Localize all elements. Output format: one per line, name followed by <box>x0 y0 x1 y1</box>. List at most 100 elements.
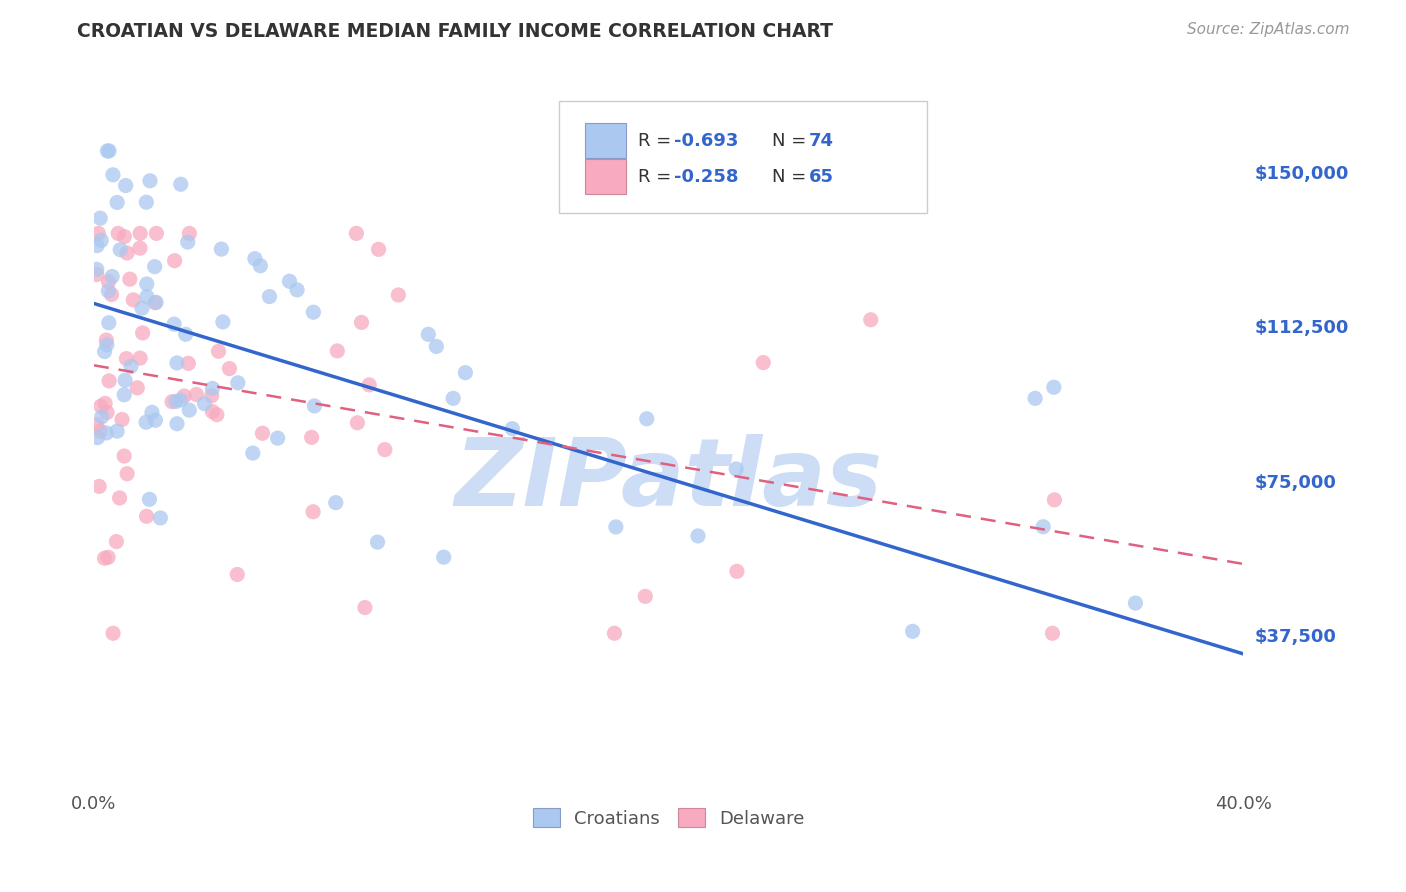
Point <box>344 227 367 241</box>
Point <box>93 551 115 566</box>
Point <box>101 269 124 284</box>
Point <box>131 301 153 315</box>
Point <box>96 333 118 347</box>
Point <box>259 289 281 303</box>
FancyBboxPatch shape <box>560 101 927 213</box>
Point <box>302 305 325 319</box>
Point <box>170 178 193 192</box>
Point <box>135 277 157 291</box>
Point <box>97 316 120 330</box>
Point <box>90 399 112 413</box>
Legend: Croatians, Delaware: Croatians, Delaware <box>526 801 813 835</box>
Point <box>94 396 117 410</box>
Point <box>170 392 193 407</box>
Point <box>115 351 138 366</box>
Point <box>325 495 347 509</box>
Point <box>86 262 108 277</box>
Point <box>163 317 186 331</box>
Point <box>129 351 152 365</box>
Point <box>285 283 308 297</box>
Point <box>97 284 120 298</box>
Point <box>107 227 129 241</box>
Point <box>1043 380 1066 394</box>
Point <box>97 550 120 565</box>
Text: ZIPatlas: ZIPatlas <box>454 434 883 525</box>
Point <box>636 412 658 426</box>
Point <box>100 287 122 301</box>
Point <box>218 361 240 376</box>
Point <box>135 415 157 429</box>
Point <box>96 425 118 440</box>
Point <box>114 178 136 193</box>
Point <box>454 366 477 380</box>
Point <box>186 387 208 401</box>
Point <box>177 356 200 370</box>
Point <box>101 626 124 640</box>
Point <box>212 315 235 329</box>
Point <box>1032 520 1054 534</box>
Point <box>441 392 464 406</box>
Point <box>105 534 128 549</box>
Point <box>201 404 224 418</box>
Point <box>145 227 167 241</box>
Text: R =: R = <box>637 168 676 186</box>
Point <box>266 431 288 445</box>
Point <box>901 624 924 639</box>
Point <box>725 565 748 579</box>
Point <box>207 344 229 359</box>
Point <box>143 295 166 310</box>
Point <box>193 397 215 411</box>
Point <box>105 195 128 210</box>
Point <box>138 492 160 507</box>
Point <box>243 252 266 266</box>
Point <box>86 431 108 445</box>
Point <box>139 174 162 188</box>
Point <box>105 424 128 438</box>
Point <box>98 144 121 158</box>
Point <box>101 168 124 182</box>
Point <box>166 417 188 431</box>
Point <box>1125 596 1147 610</box>
Point <box>1024 392 1046 406</box>
Point <box>122 293 145 307</box>
Point <box>425 339 447 353</box>
Point <box>346 416 368 430</box>
Point <box>201 389 224 403</box>
Text: N =: N = <box>772 132 813 150</box>
Point <box>129 227 152 241</box>
Point <box>120 359 142 374</box>
Point <box>354 600 377 615</box>
Point <box>86 268 108 282</box>
Point <box>418 327 440 342</box>
Point <box>160 394 183 409</box>
Point <box>367 535 389 549</box>
Point <box>326 343 349 358</box>
Text: N =: N = <box>772 168 813 186</box>
Point <box>252 426 274 441</box>
Point <box>96 337 118 351</box>
Point <box>115 467 138 481</box>
Point <box>112 388 135 402</box>
Point <box>145 295 167 310</box>
Point <box>93 344 115 359</box>
Point <box>166 356 188 370</box>
Point <box>135 509 157 524</box>
Point <box>86 417 108 432</box>
Point <box>859 313 882 327</box>
Point <box>226 376 249 390</box>
Point <box>135 290 157 304</box>
Point <box>603 626 626 640</box>
FancyBboxPatch shape <box>585 160 626 194</box>
Point <box>350 315 373 329</box>
Text: Source: ZipAtlas.com: Source: ZipAtlas.com <box>1187 22 1350 37</box>
Point <box>209 242 232 256</box>
Point <box>97 275 120 289</box>
Point <box>129 241 152 255</box>
Point <box>501 422 523 436</box>
Point <box>114 373 136 387</box>
Point <box>605 520 627 534</box>
Point <box>367 243 389 257</box>
Point <box>179 403 201 417</box>
Point <box>111 412 134 426</box>
Point <box>242 446 264 460</box>
